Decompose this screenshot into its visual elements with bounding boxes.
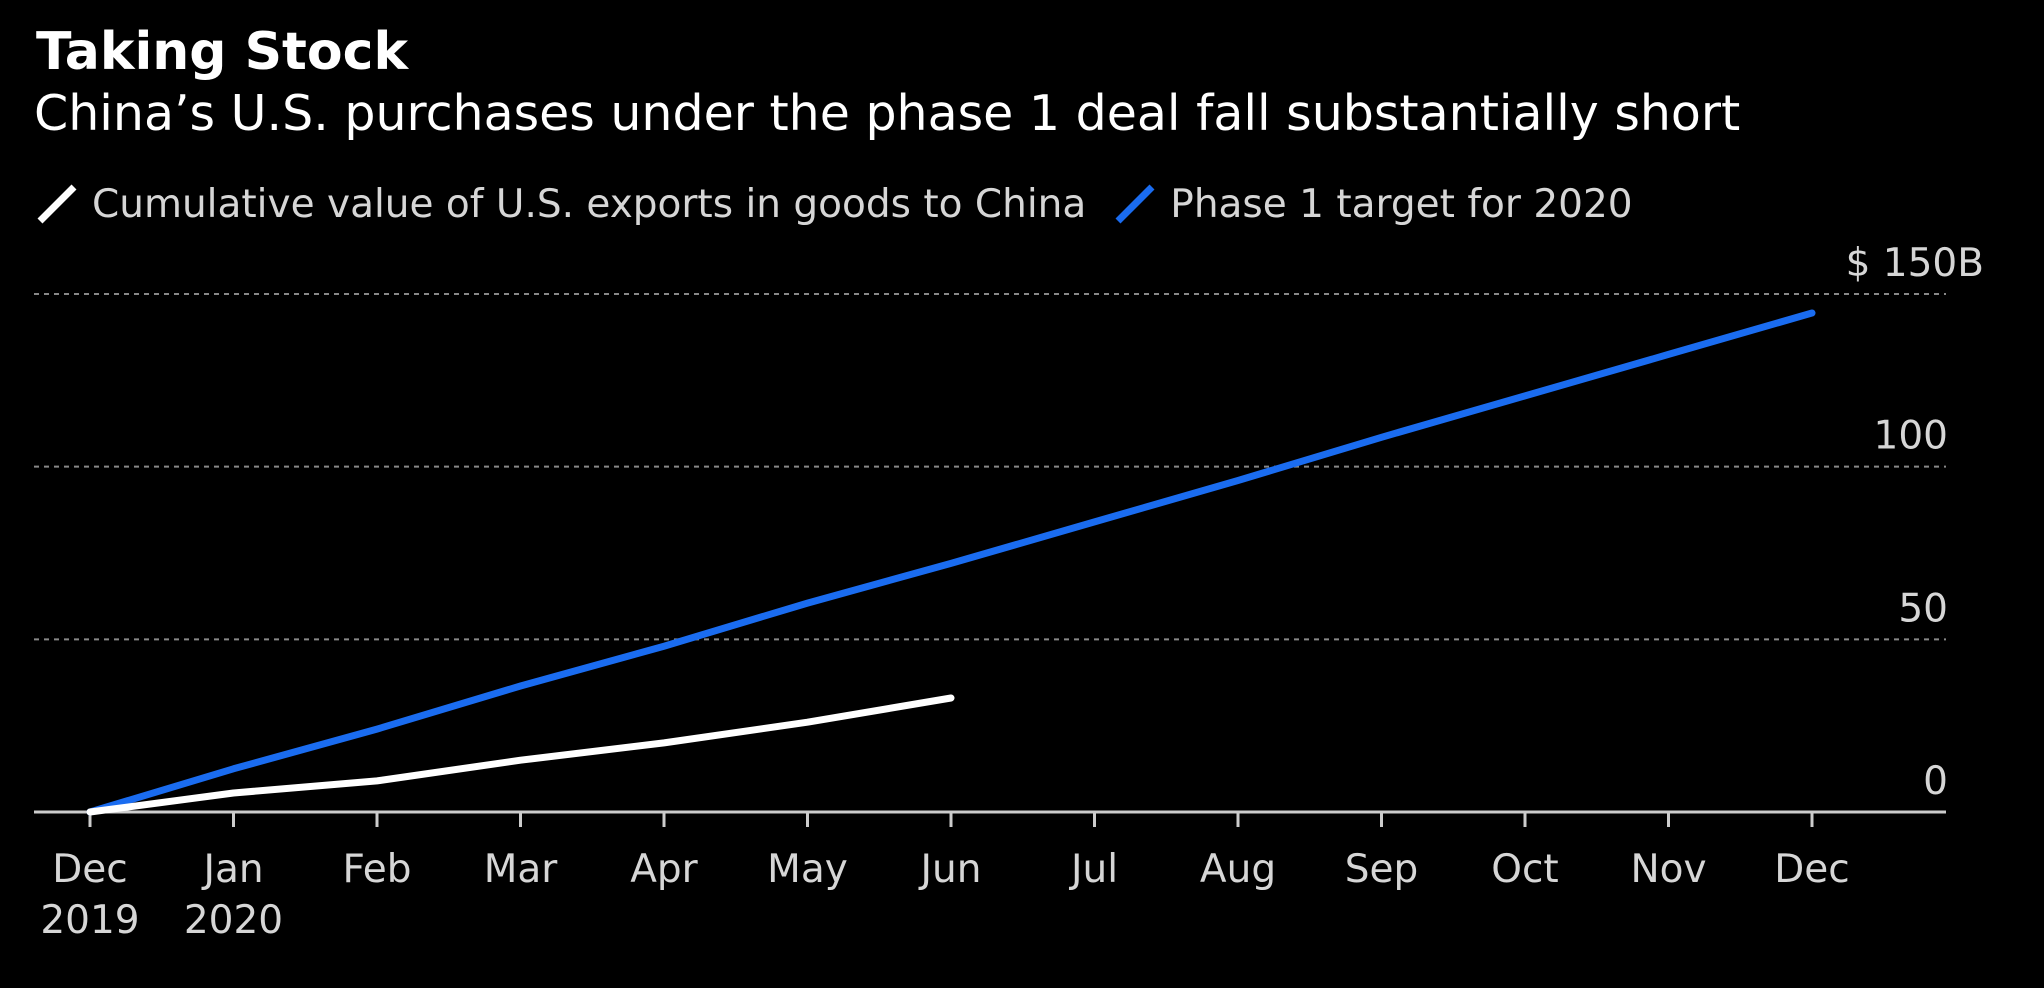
legend-swatch-target-icon <box>1115 184 1155 224</box>
legend-label-exports: Cumulative value of U.S. exports in good… <box>92 181 1087 227</box>
x-axis-ticks: Dec 2019 Jan 2020 Feb Mar Apr May Jun Jul Aug Sep Oc… <box>40 847 1849 943</box>
x-tick-label-year-0: 2019 <box>40 898 139 943</box>
legend-label-target: Phase 1 target for 2020 <box>1170 181 1633 227</box>
y-tick-label-150: $ 150B <box>1846 241 1984 286</box>
x-tick-label-9: Sep <box>1345 847 1419 892</box>
x-tick-label-8: Aug <box>1200 847 1276 892</box>
x-tick-label-6: Jun <box>918 847 982 892</box>
x-tick-label-year-1: 2020 <box>184 898 283 943</box>
x-tick-label-4: Apr <box>630 847 698 892</box>
x-tick-label-12: Dec <box>1774 847 1849 892</box>
y-tick-label-100: 100 <box>1874 414 1948 459</box>
x-tick-label-11: Nov <box>1630 847 1706 892</box>
series-line-target <box>86 309 1816 816</box>
legend-item-target: Phase 1 target for 2020 <box>1114 181 1633 227</box>
x-tick-label-0: Dec <box>52 847 127 892</box>
y-tick-label-0: 0 <box>1923 759 1948 804</box>
x-tick-label-3: Mar <box>484 847 559 892</box>
x-tick-label-2: Feb <box>342 847 411 892</box>
gridlines <box>34 293 1946 641</box>
y-tick-label-50: 50 <box>1898 586 1948 631</box>
legend-item-exports: Cumulative value of U.S. exports in good… <box>36 182 1086 227</box>
series-line-exports <box>86 694 955 816</box>
y-axis-ticks: 0 50 100 $ 150B <box>1846 241 1984 804</box>
x-tick-label-5: May <box>767 847 848 892</box>
chart-subtitle: China’s U.S. purchases under the phase 1… <box>34 85 1741 142</box>
x-tick-label-7: Jul <box>1068 847 1118 892</box>
legend-swatch-exports-icon <box>37 184 77 224</box>
chart-title: Taking Stock <box>36 22 409 82</box>
x-tick-label-1: Jan <box>200 847 263 892</box>
x-axis <box>34 810 1946 827</box>
series-lines <box>86 309 1816 816</box>
x-tick-label-10: Oct <box>1491 847 1558 892</box>
legend: Cumulative value of U.S. exports in good… <box>36 176 1661 232</box>
